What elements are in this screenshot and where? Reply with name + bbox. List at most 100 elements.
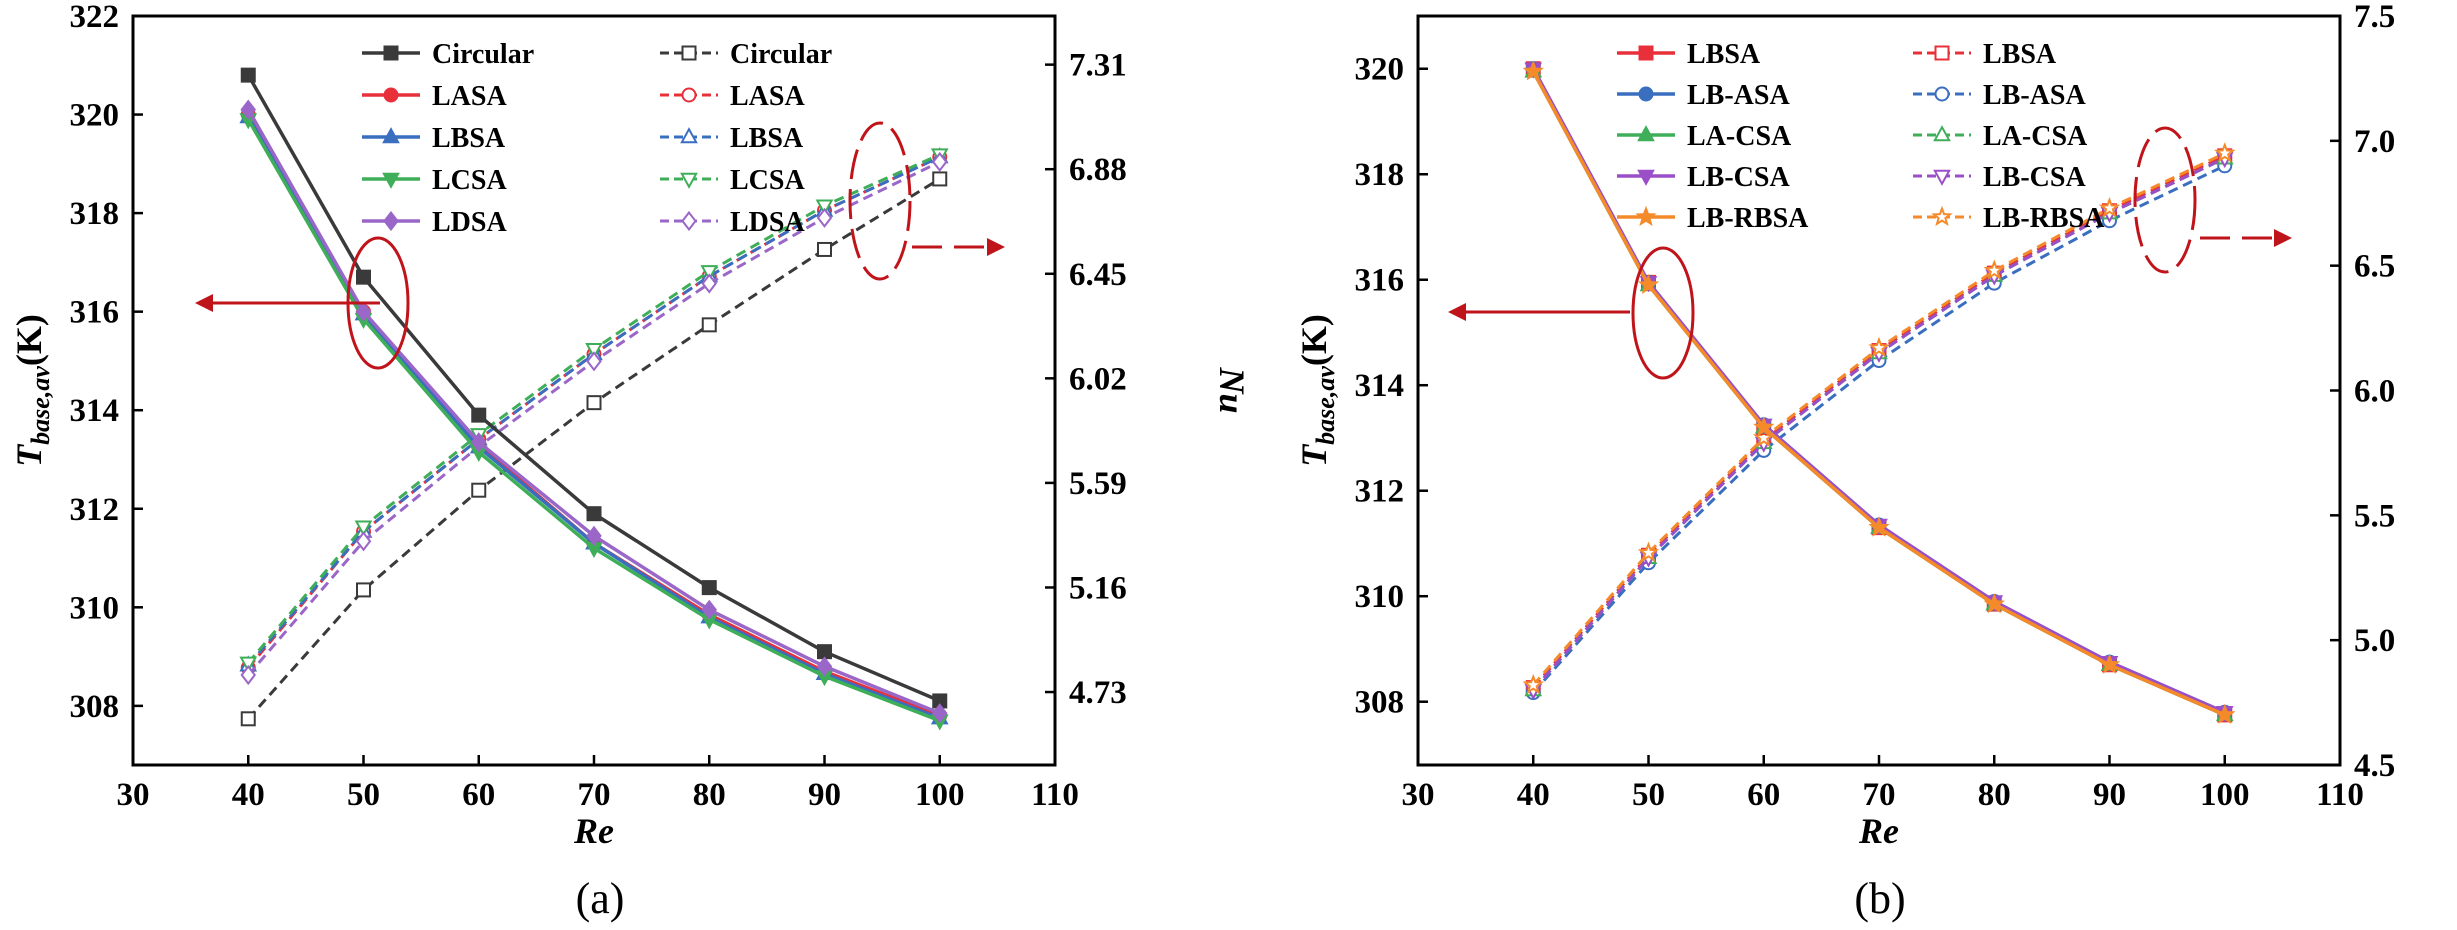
legend-marker xyxy=(680,172,698,189)
x-tick-label: 110 xyxy=(1031,777,1079,813)
nu-point xyxy=(817,241,832,257)
y-tick-label: 318 xyxy=(1355,157,1405,193)
series-t-lcsa xyxy=(239,113,949,731)
y2-tick-label: 7.0 xyxy=(2354,124,2395,160)
annotation-arrow-head xyxy=(987,238,1005,256)
t-line-la-csa xyxy=(1531,70,2226,717)
legend-marker xyxy=(1934,45,1950,61)
nu-point xyxy=(354,520,373,537)
legend-label: LB-CSA xyxy=(1983,162,2086,193)
legend-marker xyxy=(383,87,399,103)
legend-marker xyxy=(1931,205,1953,227)
series-nu-la-csa xyxy=(1524,148,2234,697)
y-axis-label-sub: base,av xyxy=(26,366,55,445)
legend-marker xyxy=(383,45,399,61)
y2-tick-label: 6.0 xyxy=(2354,374,2395,410)
annotation-ellipse xyxy=(1631,246,1695,380)
annotation-ellipse xyxy=(2133,126,2197,274)
x-tick-label: 30 xyxy=(1402,777,1435,813)
legend-marker xyxy=(382,172,400,189)
t-point xyxy=(586,506,602,522)
chart-panel-b: 30 40 50 60 70 80 90 100 110 308 310 312 314 316 318 32… xyxy=(1294,0,2395,923)
nu-point xyxy=(355,531,372,552)
nu-point xyxy=(356,582,371,598)
legend-label: LBSA xyxy=(432,123,506,154)
y-tick-label: 312 xyxy=(70,492,120,528)
y-axis-label-main: T xyxy=(1294,443,1334,467)
nu-line-lasa xyxy=(247,155,941,669)
annotation-ellipse xyxy=(848,121,912,281)
x-tick-label: 50 xyxy=(347,777,380,813)
x-tick-label: 110 xyxy=(2316,777,2364,813)
x-tick-label: 100 xyxy=(915,777,965,813)
x-tick-label: 50 xyxy=(1632,777,1665,813)
series-t-lb-rbsa xyxy=(1522,60,2236,724)
y-tick-label: 308 xyxy=(70,689,120,725)
nu-point xyxy=(701,317,717,333)
series-nu-lasa xyxy=(240,149,948,676)
t-point xyxy=(1983,592,2005,614)
nu-point xyxy=(1637,541,1660,562)
annotation-left-axis xyxy=(1448,246,1695,380)
legend-label: LASA xyxy=(730,81,805,112)
y2-tick-label: 5.59 xyxy=(1069,466,1127,502)
chart-panel-a: 30 40 50 60 70 80 90 100 110 308 310 312 314 316 318 32… xyxy=(9,0,1252,923)
nu-point xyxy=(700,265,719,282)
legend-label: LB-ASA xyxy=(1983,80,2086,111)
legend-label: LA-CSA xyxy=(1983,121,2088,152)
t-point xyxy=(701,580,717,596)
nu-line-lb-rbsa xyxy=(1532,151,2226,687)
legend-marker xyxy=(1637,125,1655,142)
nu-point xyxy=(816,207,833,228)
y-tick-label: 320 xyxy=(1355,52,1405,88)
legend-label: LBSA xyxy=(1687,39,1761,70)
annotation-arrow-head xyxy=(1448,303,1466,321)
legend-marker xyxy=(1635,205,1657,227)
t-point xyxy=(2214,703,2236,724)
annotation-right-axis xyxy=(848,121,1005,281)
legend-marker xyxy=(382,127,400,144)
legend: LBSA LB-ASA LA-CSA LB-CSA LB-RBSA LBSA LB-ASA L… xyxy=(1617,39,2105,234)
legend-marker xyxy=(681,87,697,103)
y-tick-label: 308 xyxy=(1355,685,1405,721)
series-t-la-csa xyxy=(1524,61,2234,722)
t-point xyxy=(817,644,832,660)
legend-label: LCSA xyxy=(730,165,805,196)
nu-point xyxy=(931,151,948,172)
y2-tick-label: 6.88 xyxy=(1069,152,1127,188)
nu-line-lbsa xyxy=(1532,154,2226,689)
legend-marker xyxy=(681,210,697,232)
annotation-arrow-head xyxy=(2274,229,2292,247)
y2-tick-label: 4.5 xyxy=(2354,748,2395,784)
y-axis-label: Tbase,av(K) xyxy=(9,314,55,467)
nu-point xyxy=(240,664,257,686)
y-axis-label-unit: (K) xyxy=(9,314,49,366)
series-nu-lcsa xyxy=(239,148,949,673)
t-line-lb-rbsa xyxy=(1531,70,2226,717)
panel-caption: (b) xyxy=(1854,874,1905,923)
x-tick-label: 80 xyxy=(693,777,726,813)
legend-label: LBSA xyxy=(730,123,804,154)
y-axis-label-main: T xyxy=(9,443,49,467)
y2-tick-label: 7.31 xyxy=(1069,48,1127,84)
t-point xyxy=(816,656,833,677)
legend-marker xyxy=(1638,86,1654,102)
x-tick-label: 40 xyxy=(232,777,265,813)
annotation-left-axis xyxy=(195,236,410,370)
x-tick-label: 100 xyxy=(2200,777,2250,813)
nu-point xyxy=(239,656,258,673)
legend-label: LDSA xyxy=(432,207,507,238)
x-tick-label: 80 xyxy=(1978,777,2011,813)
legend-label: LB-ASA xyxy=(1687,80,1790,111)
y-tick-label: 314 xyxy=(1355,368,1405,404)
y-tick-label: 316 xyxy=(70,295,120,331)
series-nu-circular xyxy=(240,171,948,727)
t-point xyxy=(240,99,257,120)
nu-line-lb-csa xyxy=(1532,156,2226,692)
legend-label: LBSA xyxy=(1983,39,2057,70)
y2-tick-label: 5.0 xyxy=(2354,623,2395,659)
t-point xyxy=(2098,653,2121,674)
series-nu-lbsa xyxy=(1525,148,2233,696)
series-nu-lb-rbsa xyxy=(1522,142,2236,695)
